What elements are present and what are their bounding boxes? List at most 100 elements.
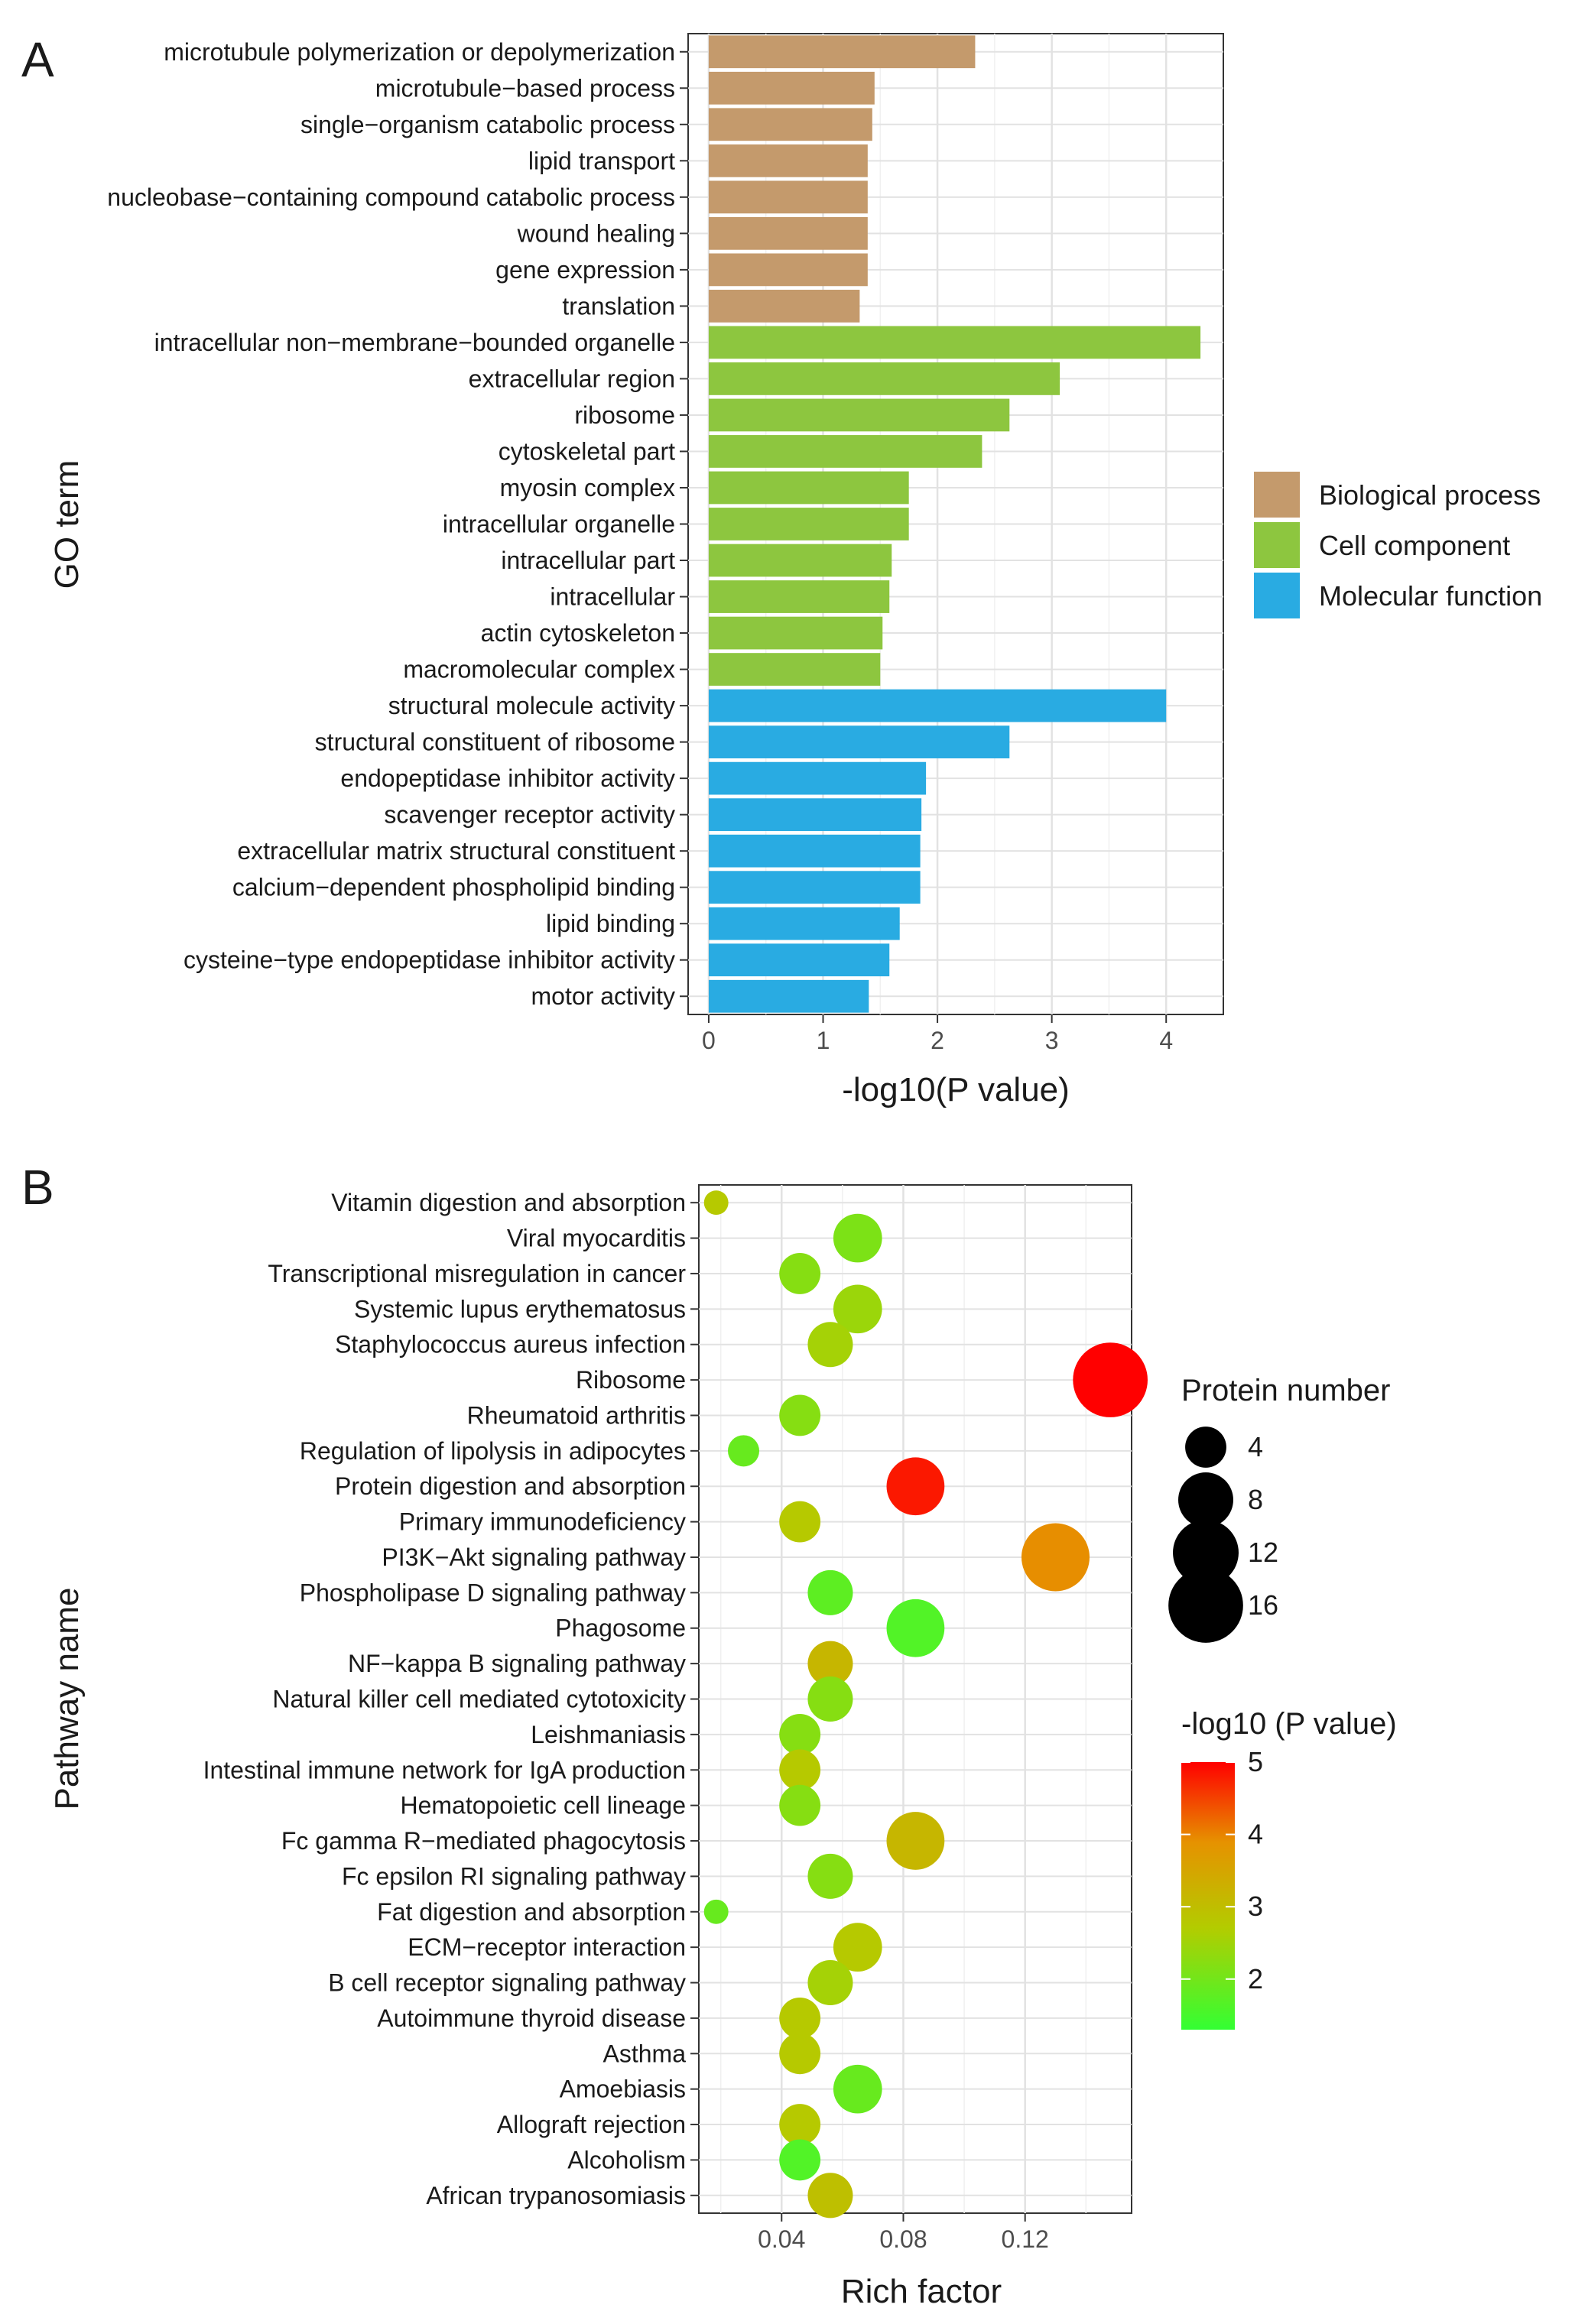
size-legend-label: 16	[1248, 1589, 1278, 1621]
pathway-label: Viral myocarditis	[507, 1225, 686, 1252]
bubble-point	[886, 1599, 945, 1657]
bar-label: cytoskeletal part	[499, 437, 675, 465]
pathway-label: Ribosome	[576, 1366, 686, 1394]
bar-label: ribosome	[574, 401, 675, 429]
bar	[708, 362, 1060, 395]
bar-label: translation	[562, 292, 675, 320]
bubble-point	[1021, 1523, 1090, 1592]
x-tick-label: 3	[1045, 1027, 1059, 1054]
legend-swatch	[1254, 522, 1300, 568]
pathway-label: Amoebiasis	[560, 2076, 686, 2103]
bar-label: microtubule−based process	[375, 74, 675, 102]
size-legend-dot	[1185, 1427, 1226, 1468]
pathway-label: Intestinal immune network for IgA produc…	[203, 1756, 686, 1784]
colorbar-tick-label: 3	[1248, 1891, 1263, 1922]
pathway-label: Phagosome	[555, 1615, 686, 1642]
plot-a-x-ticks: 0 1 2 3 4	[702, 1014, 1173, 1054]
bar-label: wound healing	[517, 219, 675, 247]
plot-a-bars	[708, 35, 1201, 1013]
panel-a-letter: A	[21, 32, 54, 87]
pathway-label: Leishmaniasis	[531, 1721, 686, 1748]
bar-label: calcium−dependent phospholipid binding	[232, 874, 675, 901]
pathway-label: African trypanosomiasis	[426, 2182, 686, 2209]
bar-label: intracellular	[550, 583, 675, 611]
bubble-point	[833, 2064, 882, 2114]
plot-b-pathway-labels: Vitamin digestion and absorption Viral my…	[203, 1189, 699, 2209]
x-tick-label: 2	[931, 1027, 944, 1054]
bubble-point	[833, 1213, 882, 1263]
size-legend-dot	[1178, 1472, 1233, 1527]
pathway-label: PI3K−Akt signaling pathway	[382, 1543, 686, 1571]
x-tick-label: 0.08	[879, 2225, 927, 2253]
bar	[708, 435, 983, 468]
legend-label: Molecular function	[1319, 580, 1542, 612]
bubble-point	[886, 1457, 945, 1516]
bar	[708, 71, 875, 105]
bubble-point	[779, 2033, 821, 2075]
pvalue-colorbar-legend: -log10 (P value) 2 3 4 5	[1181, 1707, 1397, 2030]
bar-label: intracellular non−membrane−bounded organ…	[154, 329, 675, 356]
bar	[708, 544, 892, 577]
x-tick-label: 1	[817, 1027, 830, 1054]
bar-label: lipid binding	[546, 910, 675, 937]
plot-b-y-axis-title: Pathway name	[48, 1587, 86, 1810]
bar-label: macromolecular complex	[403, 656, 675, 683]
bar-label: scavenger receptor activity	[384, 801, 675, 829]
bar-label: nucleobase−containing compound catabolic…	[107, 183, 675, 211]
size-legend-label: 8	[1248, 1484, 1263, 1515]
colorbar-tick-label: 4	[1248, 1819, 1263, 1850]
bar	[708, 979, 869, 1013]
size-legend-dot	[1168, 1568, 1243, 1643]
bubble-point	[779, 1394, 821, 1436]
bubble-point	[833, 1923, 882, 1972]
bar	[708, 907, 900, 940]
size-legend-label: 12	[1248, 1537, 1278, 1568]
bar	[708, 798, 922, 832]
bubble-point	[779, 2139, 821, 2181]
pathway-label: Protein digestion and absorption	[335, 1472, 686, 1500]
pathway-label: NF−kappa B signaling pathway	[348, 1650, 686, 1677]
bar-label: myosin complex	[500, 474, 675, 501]
bubble-point	[807, 1322, 853, 1368]
bubble-point	[779, 1713, 821, 1755]
bar	[708, 834, 921, 868]
pathway-label: Systemic lupus erythematosus	[354, 1295, 686, 1323]
pathway-label: Asthma	[603, 2040, 687, 2067]
bubble-point	[807, 1569, 853, 1615]
legend-label: Biological process	[1319, 479, 1541, 511]
bubble-point	[833, 1284, 882, 1334]
plot-b-x-ticks: 0.04 0.08 0.12	[758, 2213, 1049, 2253]
bubble-point	[703, 1899, 729, 1924]
go-bar-chart: A microtubule polymerization or depolyme…	[21, 32, 1542, 1108]
plot-a-legend: Biological process Cell component Molecula…	[1254, 472, 1542, 618]
bar	[708, 653, 881, 686]
x-tick-label: 0.04	[758, 2225, 805, 2253]
legend-swatch	[1254, 573, 1300, 618]
protein-number-legend: Protein number 4 8 12 16	[1168, 1374, 1390, 1643]
x-tick-label: 0.12	[1002, 2225, 1049, 2253]
bar	[708, 290, 860, 323]
pathway-label: Alcoholism	[567, 2146, 686, 2173]
bar	[708, 871, 921, 904]
plot-a-x-axis-title: -log10(P value)	[842, 1071, 1070, 1108]
pathway-label: Hematopoietic cell lineage	[400, 1792, 686, 1819]
legend-swatch	[1254, 472, 1300, 518]
bar	[708, 180, 868, 214]
colorbar-tick-label: 5	[1248, 1746, 1263, 1777]
bar	[708, 398, 1010, 432]
colorbar-tick-label: 2	[1248, 1963, 1263, 1995]
bar-label: single−organism catabolic process	[300, 111, 675, 138]
pathway-label: Regulation of lipolysis in adipocytes	[300, 1437, 686, 1465]
panel-b-letter: B	[21, 1160, 54, 1215]
bar-label: motor activity	[531, 982, 675, 1010]
bar	[708, 725, 1010, 758]
bubble-point	[779, 1253, 821, 1294]
size-legend-label: 4	[1248, 1431, 1263, 1462]
bubble-point	[779, 1501, 821, 1543]
x-tick-label: 4	[1159, 1027, 1173, 1054]
pathway-label: Rheumatoid arthritis	[467, 1401, 686, 1429]
legend-label: Cell component	[1319, 530, 1510, 561]
kegg-bubble-chart: B Vitamin digestion and absorption Viral …	[21, 1160, 1397, 2310]
bar-label: extracellular region	[469, 365, 675, 392]
